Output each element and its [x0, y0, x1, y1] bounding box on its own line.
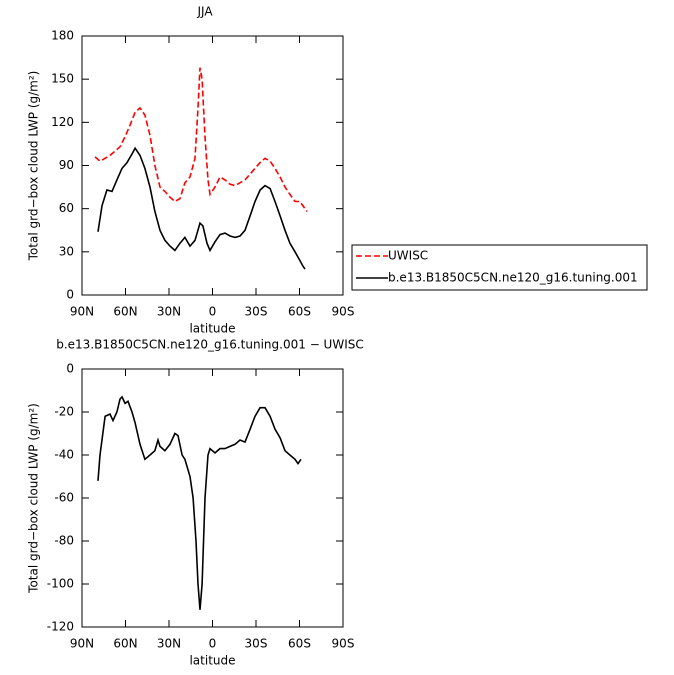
y-tick-label: 60	[59, 201, 74, 215]
x-tick-label: 60S	[288, 305, 311, 319]
y-tick-label: 120	[51, 115, 74, 129]
y-axis-label: Total grd−box cloud LWP (g/m²)	[27, 403, 41, 594]
x-tick-label: 0	[209, 305, 217, 319]
data-line	[97, 146, 306, 270]
y-tick-label: -80	[54, 534, 74, 548]
y-tick-label: -100	[47, 577, 74, 591]
legend-label: UWISC	[388, 249, 428, 263]
legend-box	[351, 244, 648, 291]
data-line	[97, 395, 302, 610]
chart-title: JJA	[196, 5, 213, 19]
y-tick-label: 0	[66, 288, 74, 302]
y-tick-label: 150	[51, 72, 74, 86]
y-tick-label: -40	[54, 448, 74, 462]
x-tick-label: 60N	[113, 305, 137, 319]
y-tick-label: 90	[59, 158, 74, 172]
x-tick-label: 30N	[157, 305, 181, 319]
x-tick-label: 30N	[157, 637, 181, 651]
y-tick-label: 30	[59, 244, 74, 258]
x-tick-label: 60S	[288, 637, 311, 651]
plot-frame	[81, 368, 344, 628]
data-line	[94, 67, 308, 212]
y-tick-label: -60	[54, 491, 74, 505]
x-tick-label: 60N	[113, 637, 137, 651]
y-axis-label: Total grd−box cloud LWP (g/m²)	[27, 71, 41, 262]
x-tick-label: 90N	[70, 637, 94, 651]
y-tick-label: 0	[66, 362, 74, 376]
x-axis-label: latitude	[189, 654, 235, 668]
x-tick-label: 0	[209, 637, 217, 651]
x-tick-label: 90S	[332, 305, 355, 319]
y-tick-label: -20	[54, 405, 74, 419]
x-tick-label: 30S	[245, 305, 268, 319]
x-axis-label: latitude	[189, 322, 235, 336]
plot-frame	[81, 35, 344, 296]
x-tick-label: 90N	[70, 305, 94, 319]
legend-label: b.e13.B1850C5CN.ne120_g16.tuning.001	[388, 271, 638, 285]
x-tick-label: 90S	[332, 637, 355, 651]
y-tick-label: -120	[47, 620, 74, 634]
x-tick-label: 30S	[245, 637, 268, 651]
chart-title: b.e13.B1850C5CN.ne120_g16.tuning.001 − U…	[56, 338, 364, 352]
y-tick-label: 180	[51, 29, 74, 43]
